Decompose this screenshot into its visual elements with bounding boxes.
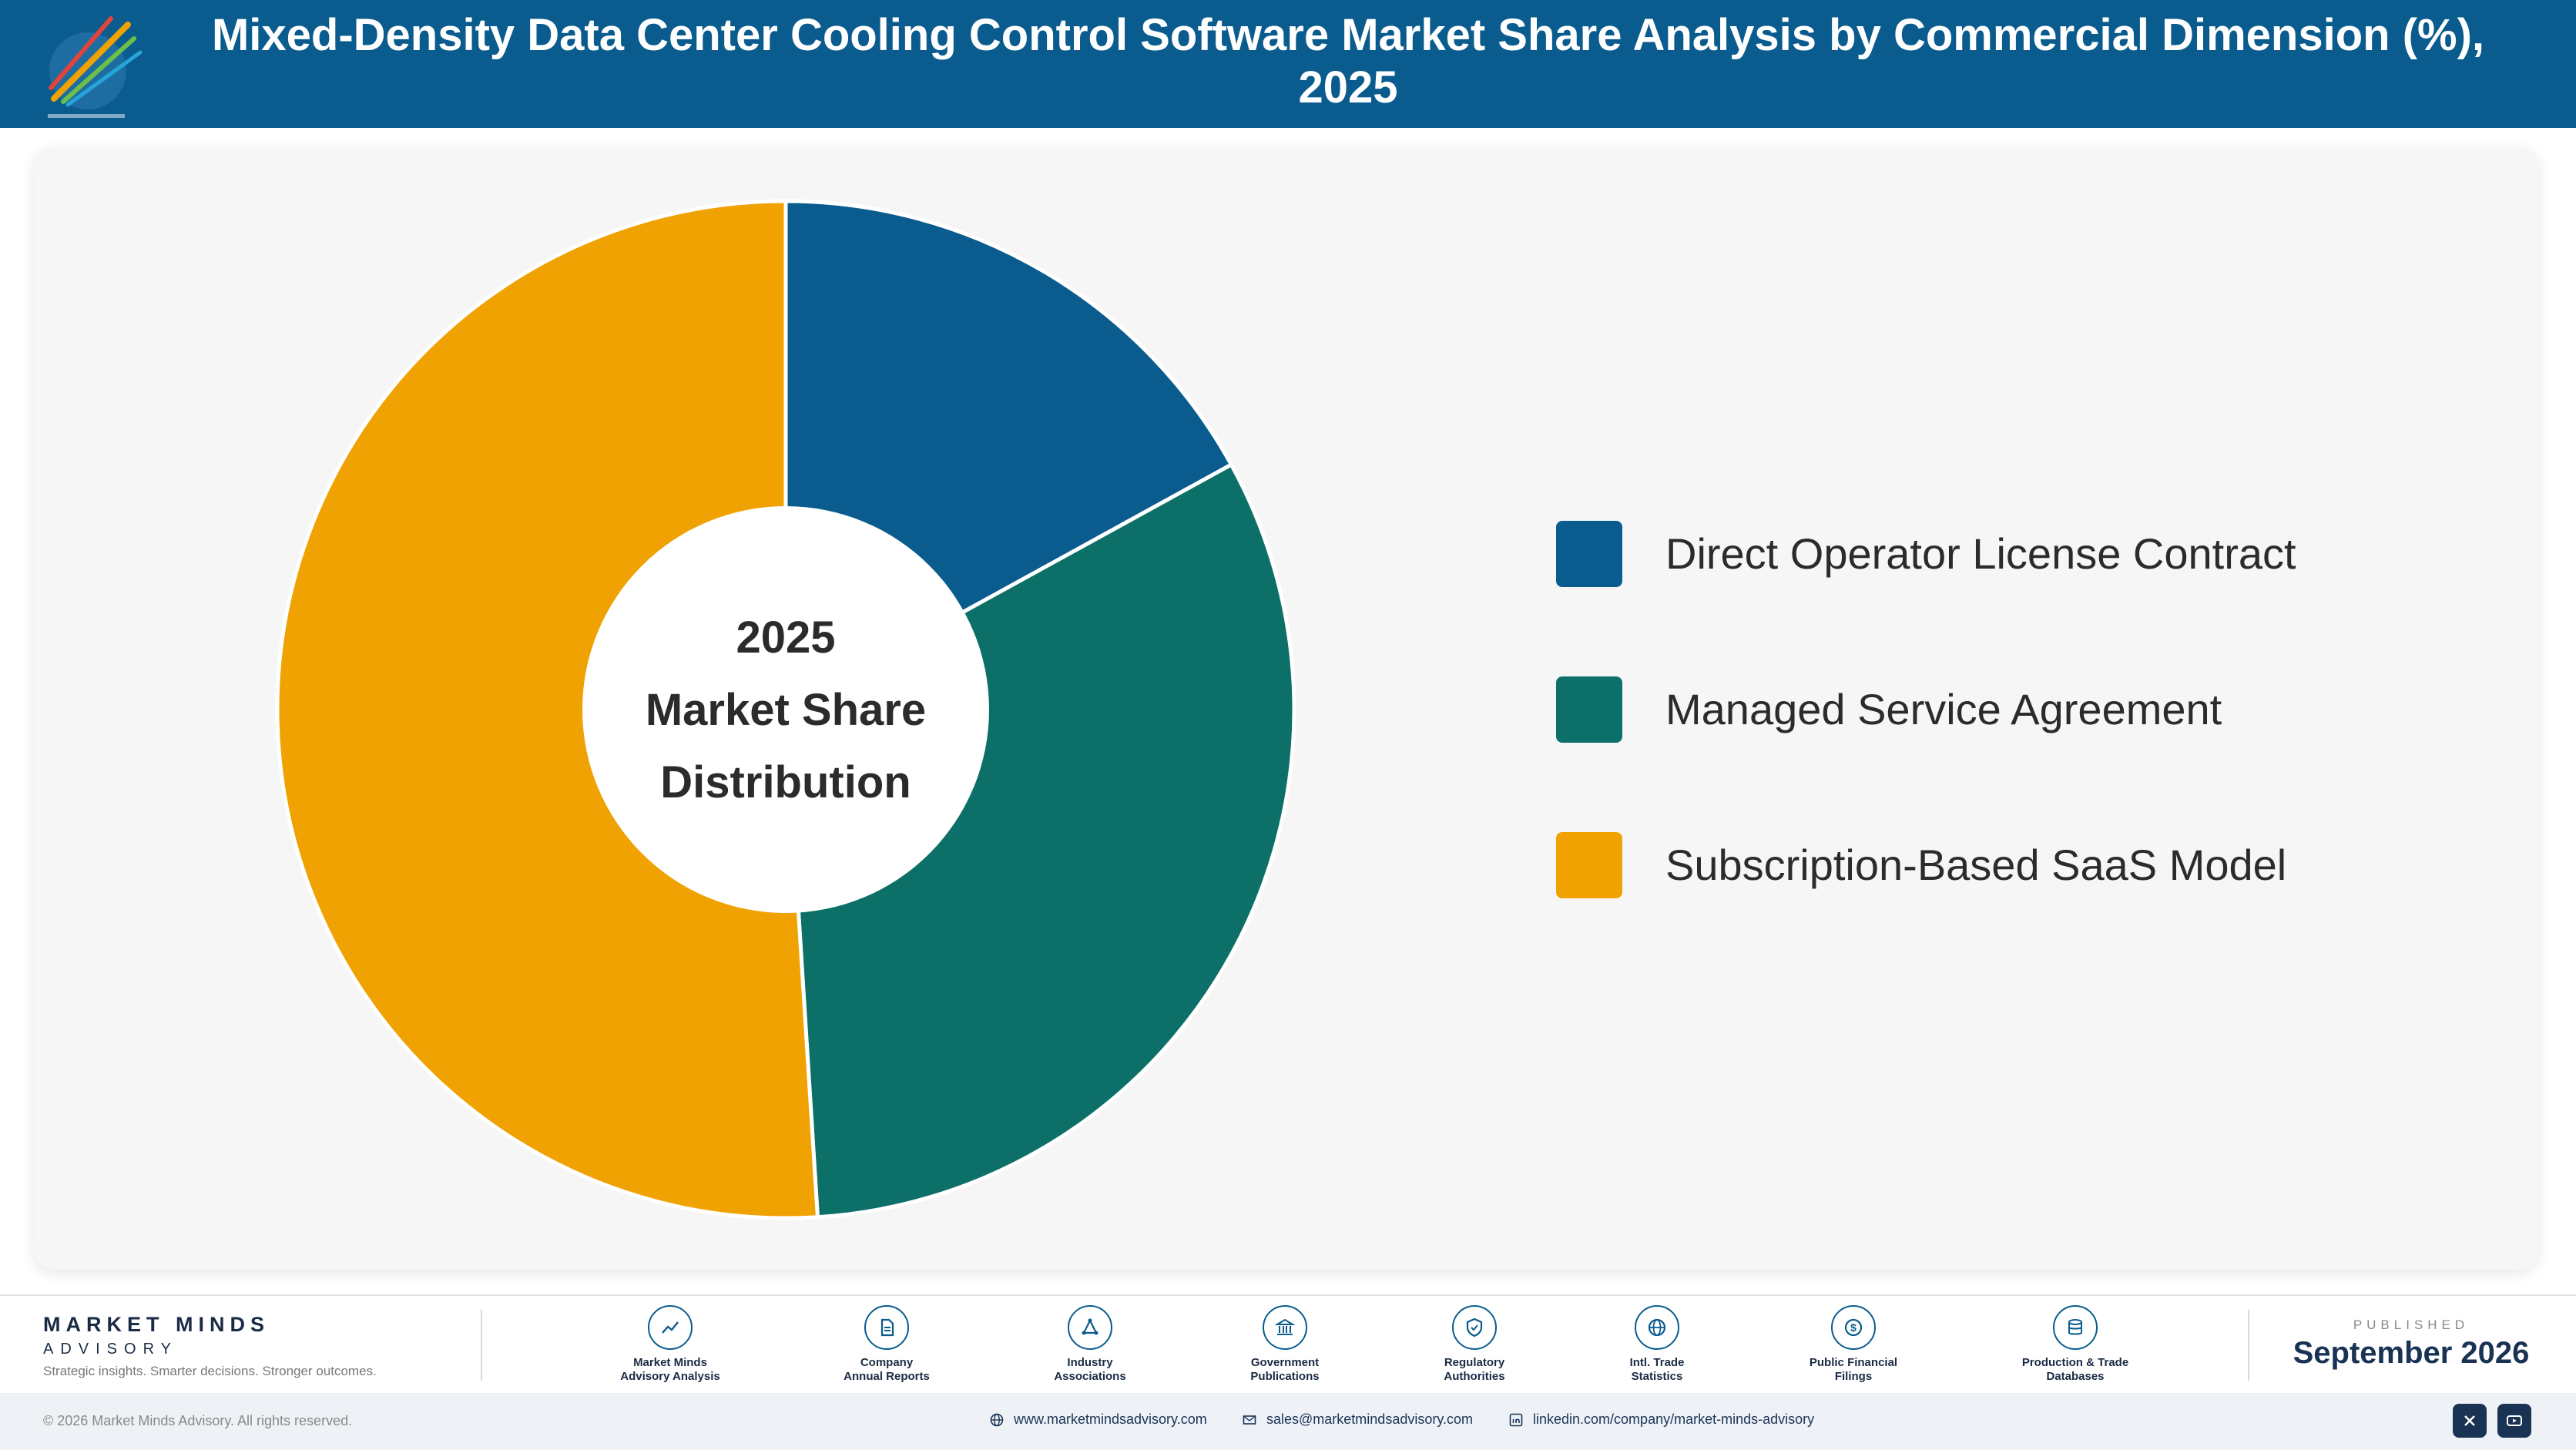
linkedin-link[interactable]: linkedin.com/company/market-minds-adviso…	[1508, 1411, 1814, 1428]
youtube-icon	[2507, 1415, 2522, 1426]
globe-icon	[1635, 1305, 1679, 1350]
source-trade-statistics: Intl. Trade Statistics	[1580, 1305, 1734, 1384]
brand-name: MARKET MINDS	[43, 1313, 270, 1336]
chart-title: Mixed-Density Data Center Cooling Contro…	[211, 10, 2485, 112]
legend-item: Subscription-Based SaaS Model	[1556, 832, 2296, 988]
source-label: Intl. Trade Statistics	[1629, 1356, 1685, 1383]
database-icon	[2053, 1305, 2098, 1350]
legend: Direct Operator License Contract Managed…	[1556, 521, 2296, 988]
copyright: © 2026 Market Minds Advisory. All rights…	[43, 1413, 353, 1428]
globe-icon	[990, 1413, 1004, 1426]
x-icon	[2464, 1415, 2475, 1426]
source-label: Regulatory Authorities	[1444, 1356, 1505, 1383]
bottom-bar: © 2026 Market Minds Advisory. All rights…	[0, 1393, 2576, 1450]
legend-swatch	[1556, 832, 1622, 898]
source-industry-associations: Industry Associations	[1013, 1305, 1167, 1384]
document-icon	[864, 1305, 909, 1350]
published-date: September 2026	[2293, 1336, 2530, 1370]
source-government-publications: Government Publications	[1208, 1305, 1362, 1384]
source-label: Production & Trade Databases	[2021, 1356, 2129, 1383]
source-label: Industry Associations	[1054, 1356, 1126, 1383]
header-bar: Mixed-Density Data Center Cooling Contro…	[0, 0, 2576, 128]
coin-icon: $	[1831, 1305, 1876, 1350]
network-icon	[1068, 1305, 1112, 1350]
source-public-filings: $ Public Financial Filings	[1776, 1305, 1930, 1384]
legend-label: Direct Operator License Contract	[1665, 529, 2296, 578]
trend-icon	[648, 1305, 693, 1350]
linkedin-icon	[1509, 1413, 1523, 1426]
source-market-minds: Market Minds Advisory Analysis	[593, 1305, 747, 1384]
shield-icon	[1452, 1305, 1497, 1350]
chart-panel: 2025 Market Share Distribution Direct Oper…	[34, 148, 2539, 1270]
center-label-line: Distribution	[660, 757, 911, 807]
svg-text:$: $	[1850, 1321, 1857, 1334]
legend-item: Direct Operator License Contract	[1556, 521, 2296, 676]
divider	[2248, 1310, 2249, 1381]
source-label: Public Financial Filings	[1809, 1356, 1898, 1383]
source-regulatory-authorities: Regulatory Authorities	[1397, 1305, 1551, 1384]
source-company-reports: Company Annual Reports	[810, 1305, 964, 1384]
company-logo	[48, 16, 143, 118]
mail-icon	[1243, 1415, 1256, 1425]
bank-icon	[1263, 1305, 1307, 1350]
donut-chart: 2025 Market Share Distribution	[275, 199, 1296, 1220]
source-label: Government Publications	[1250, 1356, 1320, 1383]
center-label-line: 2025	[736, 613, 835, 663]
published-label: PUBLISHED	[2353, 1317, 2470, 1332]
brand-tagline: Strategic insights. Smarter decisions. S…	[43, 1364, 377, 1378]
legend-label: Subscription-Based SaaS Model	[1665, 841, 2287, 889]
brand-subtitle: ADVISORY	[43, 1341, 178, 1358]
x-social-button[interactable]	[2453, 1404, 2487, 1438]
website-link[interactable]: www.marketmindsadvisory.com	[989, 1411, 1207, 1428]
donut-hole	[582, 506, 989, 913]
legend-swatch	[1556, 521, 1622, 587]
legend-item: Managed Service Agreement	[1556, 676, 2296, 832]
legend-label: Managed Service Agreement	[1665, 685, 2222, 733]
email-link[interactable]: sales@marketmindsadvisory.com	[1242, 1411, 1473, 1428]
center-label-line: Market Share	[646, 685, 926, 735]
legend-swatch	[1556, 676, 1622, 743]
source-label: Market Minds Advisory Analysis	[620, 1356, 720, 1383]
source-label: Company Annual Reports	[844, 1356, 930, 1383]
source-production-databases: Production & Trade Databases	[1998, 1305, 2152, 1384]
youtube-social-button[interactable]	[2497, 1404, 2531, 1438]
divider	[481, 1310, 482, 1381]
pie-slice-3	[275, 199, 820, 1220]
